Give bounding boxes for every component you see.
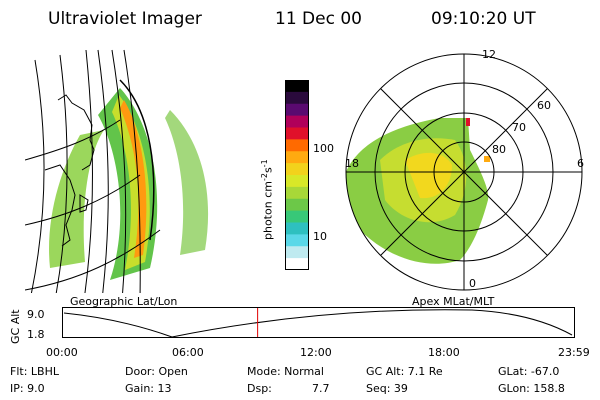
colorbar-band (285, 234, 309, 247)
meridian-line (123, 49, 141, 293)
colorbar-band (285, 186, 309, 200)
timeline-plot (62, 307, 575, 338)
date-label: 11 Dec 00 (275, 9, 362, 29)
timeline-xtick-0000: 00:00 (46, 346, 78, 359)
meridian-line (55, 54, 68, 293)
colorbar (285, 80, 309, 271)
colorbar-band (285, 139, 309, 152)
timeline-ytick-1.8: 1.8 (27, 328, 45, 341)
instrument-title: Ultraviolet Imager (48, 9, 202, 29)
timeline-frame (62, 307, 575, 338)
colorbar-tick-100: 100 (313, 142, 334, 155)
polar-hotspot (466, 118, 470, 126)
aurora-diffuse-east (165, 110, 209, 255)
timeline-xtick-1800: 18:00 (428, 346, 460, 359)
glat-status: GLat: -67.0 (498, 365, 560, 378)
timeline-xtick-0600: 06:00 (172, 346, 204, 359)
colorbar-band (285, 258, 309, 271)
dsp-value: 7.7 (312, 382, 330, 395)
door-status: Door: Open (125, 365, 188, 378)
terminator-line (119, 79, 155, 241)
gc-alt-status: GC Alt: 7.1 Re (366, 365, 443, 378)
polar-hotspot (484, 156, 490, 162)
meridian-line (97, 49, 109, 293)
time-label: 09:10:20 UT (431, 9, 536, 29)
colorbar-tick-10: 10 (313, 230, 327, 243)
ip-status: IP: 9.0 (10, 382, 45, 395)
dsp-label: Dsp: (247, 382, 272, 395)
colorbar-frame (285, 80, 309, 270)
colorbar-band (285, 127, 309, 140)
meridian-line (30, 59, 45, 293)
colorbar-band (285, 222, 309, 235)
meridian-line (111, 49, 127, 293)
colorbar-band (285, 91, 309, 105)
colorbar-band (285, 115, 309, 128)
timeline-ylabel: GC Alt (9, 309, 22, 344)
lat-label-80: 80 (492, 143, 506, 156)
coastline (57, 94, 95, 171)
coastline (79, 194, 89, 213)
geographic-caption: Geographic Lat/Lon (70, 295, 178, 308)
colorbar-band (285, 210, 309, 223)
coastline (44, 164, 76, 247)
latitude-line (25, 174, 141, 226)
mode-status: Mode: Normal (247, 365, 324, 378)
mlt-line-diag (380, 88, 548, 256)
gain-status: Gain: 13 (125, 382, 172, 395)
timeline-xtick-2359: 23:59 (558, 346, 590, 359)
lat-label-70: 70 (512, 121, 526, 134)
seq-status: Seq: 39 (366, 382, 408, 395)
filter-status: Flt: LBHL (10, 365, 59, 378)
meridian-line (84, 49, 94, 293)
glon-status: GLon: 158.8 (498, 382, 565, 395)
mlt-label-6: 6 (577, 157, 584, 170)
colorbar-band (285, 246, 309, 259)
colorbar-band (285, 103, 309, 117)
colorbar-band (285, 163, 309, 176)
mlt-label-18: 18 (345, 157, 359, 170)
mlt-label-0: 0 (469, 277, 476, 290)
polar-caption: Apex MLat/MLT (412, 295, 495, 308)
altitude-curve (63, 309, 573, 338)
polar-emission-core (405, 152, 452, 199)
colorbar-band (285, 175, 309, 188)
colorbar-band (285, 151, 309, 164)
timeline-ytick-9: 9.0 (27, 308, 45, 321)
timeline-xtick-1200: 12:00 (300, 346, 332, 359)
latitude-line (25, 229, 161, 291)
latitude-line (25, 119, 121, 161)
mlt-label-12: 12 (482, 48, 496, 61)
lat-label-60: 60 (537, 99, 551, 112)
colorbar-band (285, 198, 309, 212)
colorbar-band (285, 80, 309, 93)
